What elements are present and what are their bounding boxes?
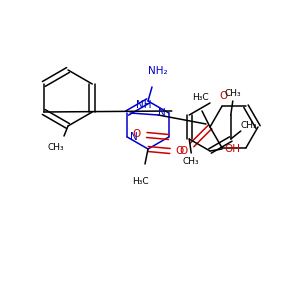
Text: H₃C: H₃C	[192, 92, 208, 101]
Text: CH₃: CH₃	[241, 121, 257, 130]
Text: NH: NH	[136, 100, 152, 110]
Text: CH₃: CH₃	[183, 157, 200, 166]
Text: N: N	[130, 132, 138, 142]
Text: CH₃: CH₃	[224, 88, 241, 98]
Text: N: N	[158, 108, 166, 118]
Text: O: O	[179, 146, 187, 156]
Text: OH: OH	[224, 144, 240, 154]
Text: NH₂: NH₂	[148, 66, 168, 76]
Text: CH₃: CH₃	[48, 143, 64, 152]
Text: O: O	[133, 129, 141, 139]
Text: H₃C: H₃C	[132, 176, 148, 185]
Text: O: O	[220, 91, 228, 101]
Text: O: O	[176, 146, 184, 156]
